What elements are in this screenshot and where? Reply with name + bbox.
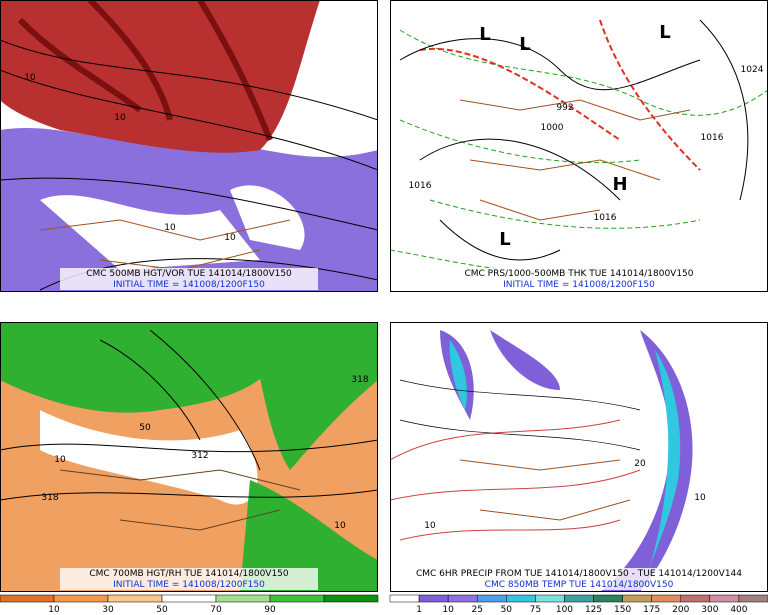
initial-time: INITIAL TIME = 141008/1200F150 xyxy=(113,280,265,290)
colorbar-swatch xyxy=(215,594,271,603)
colorbar-label: 200 xyxy=(672,605,689,615)
map-label: 20 xyxy=(634,459,646,469)
map-label: H xyxy=(612,174,627,195)
colorbar-swatch xyxy=(161,594,217,603)
colorbar-label: 10 xyxy=(48,605,60,615)
map-label: L xyxy=(479,24,490,45)
colorbar-label: 175 xyxy=(643,605,660,615)
panel-700mb xyxy=(0,322,378,592)
map-label: 1016 xyxy=(594,213,617,223)
caption-bg xyxy=(60,268,318,290)
map-label: 50 xyxy=(139,423,151,433)
colorbar-label: 300 xyxy=(701,605,718,615)
caption: CMC 500MB HGT/VOR TUE 141014/1800V150 xyxy=(86,269,292,279)
colorbar-swatch xyxy=(476,594,507,603)
caption: CMC PRS/1000-500MB THK TUE 141014/1800V1… xyxy=(464,269,693,279)
initial-time: INITIAL TIME = 141008/1200F150 xyxy=(503,280,655,290)
map-label: L xyxy=(519,34,530,55)
colorbar-swatch xyxy=(0,594,55,603)
caption-bg xyxy=(60,568,318,590)
caption-bg xyxy=(450,268,708,290)
colorbar-swatch xyxy=(709,594,740,603)
colorbar-label: 50 xyxy=(156,605,168,615)
map-label: 10 xyxy=(164,223,176,233)
colorbar-swatch xyxy=(593,594,623,603)
caption: CMC 6HR PRECIP FROM TUE 141014/1800V150 … xyxy=(416,569,742,579)
colorbar-label: 1 xyxy=(416,605,422,615)
colorbar-label: 400 xyxy=(730,605,747,615)
colorbar-swatch xyxy=(323,594,379,603)
map-label: 10 xyxy=(224,233,236,243)
colorbar-label: 50 xyxy=(501,605,513,615)
colorbar-swatch xyxy=(622,594,652,603)
map-label: 10 xyxy=(54,455,66,465)
colorbar-swatch xyxy=(506,594,536,603)
map-label: 10 xyxy=(694,493,706,503)
initial-time: INITIAL TIME = 141008/1200F150 xyxy=(113,580,265,590)
panel-500mb xyxy=(0,0,378,292)
colorbar-label: 30 xyxy=(102,605,114,615)
colorbar-label: 125 xyxy=(585,605,602,615)
caption: CMC 700MB HGT/RH TUE 141014/1800V150 xyxy=(89,569,289,579)
colorbar-swatch xyxy=(389,594,420,603)
map-label: 318 xyxy=(351,375,368,385)
colorbar-swatch xyxy=(53,594,109,603)
colorbar-label: 70 xyxy=(210,605,222,615)
map-label: L xyxy=(659,22,670,43)
colorbar-label: 75 xyxy=(530,605,541,615)
map-label: 992 xyxy=(556,103,573,113)
colorbar-swatch xyxy=(564,594,594,603)
colorbar-label: 100 xyxy=(556,605,573,615)
colorbar-swatch xyxy=(651,594,682,603)
map-label: 1000 xyxy=(541,123,564,133)
colorbar-label: 25 xyxy=(472,605,483,615)
colorbar-label: 150 xyxy=(614,605,631,615)
map-label: 10 xyxy=(24,73,36,83)
map-label: 10 xyxy=(334,521,346,531)
panel-precip xyxy=(390,322,768,592)
colorbar-label: 90 xyxy=(264,605,276,615)
map-label: 1024 xyxy=(741,65,764,75)
colorbar-swatch xyxy=(738,594,768,603)
colorbar-swatch xyxy=(269,594,325,603)
colorbar-label: 10 xyxy=(442,605,454,615)
map-label: 10 xyxy=(424,521,436,531)
colorbar-swatch xyxy=(535,594,565,603)
initial-time: CMC 850MB TEMP TUE 141014/1800V150 xyxy=(485,580,674,590)
colorbar-swatch xyxy=(680,594,711,603)
map-label: 312 xyxy=(191,451,208,461)
caption-bg xyxy=(450,568,708,590)
map-label: 10 xyxy=(114,113,126,123)
map-label: L xyxy=(499,229,510,250)
colorbar-swatch xyxy=(418,594,449,603)
map-label: 1016 xyxy=(409,181,432,191)
panel-pressure xyxy=(390,0,768,292)
map-label: 318 xyxy=(41,493,58,503)
colorbar-swatch xyxy=(107,594,163,603)
colorbar-swatch xyxy=(447,594,478,603)
map-label: 1016 xyxy=(701,133,724,143)
